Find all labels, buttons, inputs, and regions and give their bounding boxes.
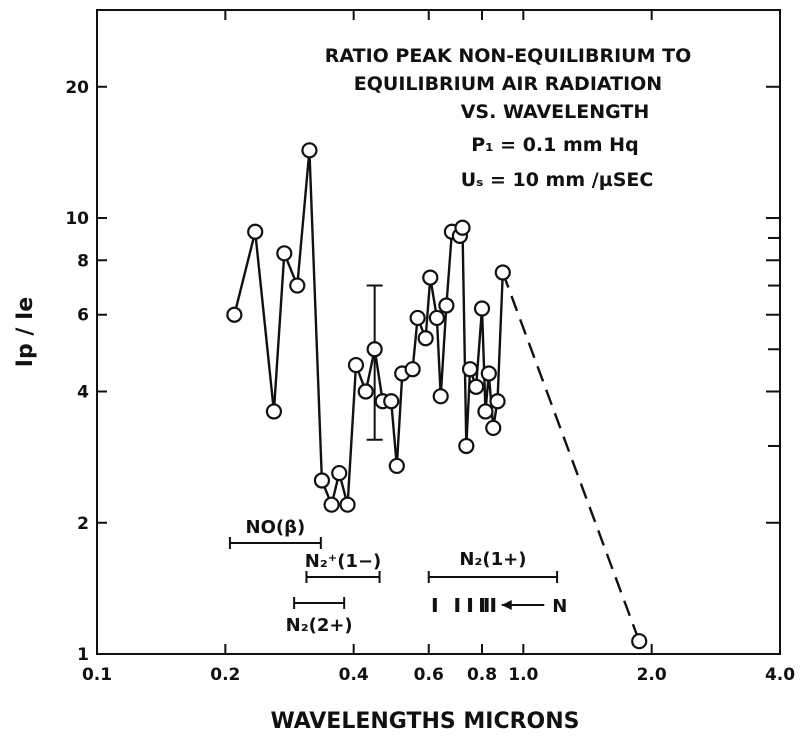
data-point (461, 361, 479, 378)
data-point (432, 388, 449, 405)
band-label: N₂⁺(1−) (305, 551, 382, 572)
data-point (485, 419, 502, 437)
title-line-4: P₁ = 0.1 mm Hq (471, 134, 638, 156)
data-point (226, 306, 243, 323)
x-axis: 0.1 0.2 0.4 0.6 0.8 1.0 2.0 4.0 (82, 10, 795, 685)
data-point (480, 365, 497, 382)
title-line-5: Uₛ = 10 mm /µSEC (461, 169, 654, 191)
data-point (468, 378, 485, 395)
data-point (366, 341, 383, 358)
data-point (404, 361, 421, 378)
title-line-3: VS. WAVELENGTH (461, 101, 650, 123)
x-tick-label: 1.0 (508, 665, 538, 685)
n-marker-label: N (552, 596, 567, 617)
y-axis-label: Ip / Ie (13, 297, 38, 367)
chart-title: RATIO PEAK NON-EQUILIBRIUM TO EQUILIBRIU… (325, 45, 692, 191)
x-tick-label: 0.2 (210, 665, 240, 685)
title-line-2: EQUILIBRIUM AIR RADIATION (354, 73, 662, 95)
y-tick-label: 10 (65, 209, 89, 229)
solid-series-line (233, 149, 504, 506)
dashed-series-line (501, 272, 641, 642)
data-point (289, 277, 306, 294)
data-point (494, 264, 511, 281)
y-tick-label: 8 (77, 251, 89, 271)
data-point (489, 393, 506, 410)
y-tick-label: 1 (77, 645, 89, 665)
data-point (631, 633, 648, 650)
y-axis: 1 2 4 6 8 10 20 (65, 78, 780, 665)
error-bars (366, 284, 383, 441)
data-point (331, 464, 348, 482)
band-label: NO(β) (246, 517, 306, 538)
data-point (339, 496, 356, 513)
band-label: N₂(1+) (459, 549, 526, 570)
data-point (417, 330, 434, 347)
x-tick-label: 2.0 (637, 665, 667, 685)
x-tick-label: 0.1 (82, 665, 112, 685)
data-point (276, 245, 293, 262)
title-line-1: RATIO PEAK NON-EQUILIBRIUM TO (325, 45, 692, 67)
band-label: N₂(2+) (286, 615, 353, 636)
data-point (383, 393, 400, 410)
data-point (301, 142, 318, 159)
plot-frame (96, 9, 781, 655)
data-point (458, 437, 475, 455)
x-tick-label: 0.8 (467, 665, 497, 685)
y-tick-label: 4 (77, 383, 89, 403)
x-tick-label: 0.4 (339, 665, 369, 685)
n-arrow-head (501, 600, 512, 610)
data-point (388, 457, 405, 475)
data-point (473, 300, 491, 317)
data-point (265, 403, 283, 420)
data-point (477, 403, 494, 420)
data-point (347, 356, 365, 374)
x-tick-label: 0.6 (414, 665, 444, 685)
data-point (323, 496, 340, 513)
data-point (454, 219, 471, 236)
spectral-bands: NO(β) N₂⁺(1−) N₂(2+) N₂(1+) N (228, 517, 567, 636)
data-point (409, 309, 426, 327)
data-points (226, 142, 648, 650)
y-tick-label: 6 (77, 306, 89, 326)
data-point (438, 297, 455, 314)
data-point (357, 383, 374, 400)
y-tick-label: 20 (65, 78, 89, 98)
x-axis-label: WAVELENGTHS MICRONS (270, 709, 579, 734)
y-tick-label: 2 (77, 514, 89, 534)
x-tick-label: 4.0 (765, 665, 795, 685)
series-lines (233, 149, 641, 642)
data-point (428, 309, 445, 327)
data-point (247, 223, 264, 240)
data-point (313, 472, 331, 489)
data-point (422, 269, 439, 286)
